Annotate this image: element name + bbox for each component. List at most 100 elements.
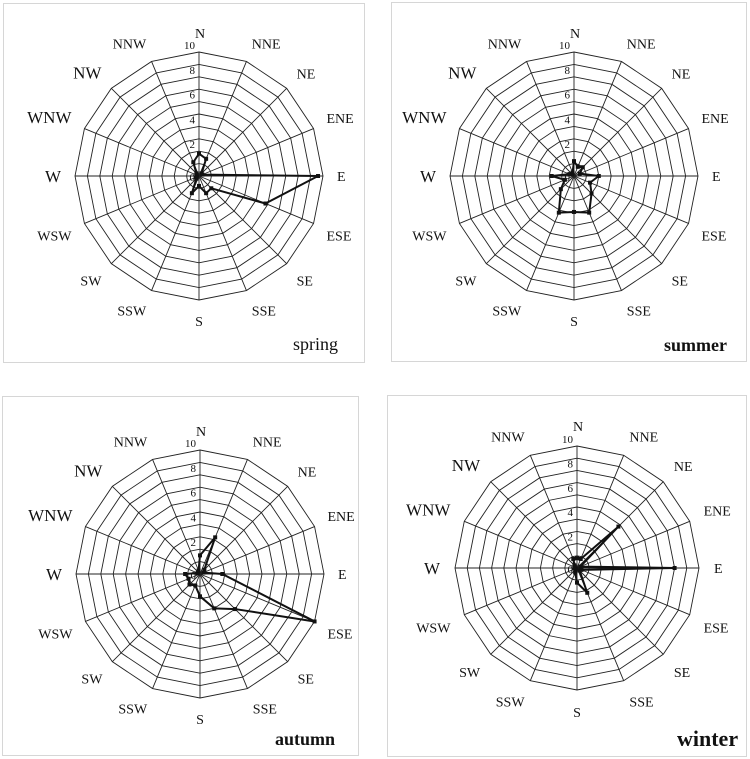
tick-label-10: 10 bbox=[184, 40, 196, 52]
data-point-n bbox=[197, 151, 201, 156]
spoke-wnw bbox=[464, 520, 578, 569]
tick-label-8: 8 bbox=[191, 463, 197, 475]
data-point-ne bbox=[580, 165, 585, 170]
direction-label-n: N bbox=[196, 425, 206, 440]
panel-autumn: 0 2 4 6 8 10 N NNE NE ENE E ESE SE SSE S SSW SW WSW W WNW NW… bbox=[2, 396, 359, 756]
data-point-ene bbox=[578, 564, 583, 569]
tick-label-2: 2 bbox=[568, 532, 574, 544]
tick-label-0: 0 bbox=[565, 172, 571, 184]
radar-chart-spring: 0 2 4 6 8 10N NNE NE ENE E ESE SE SSE S SSW SW WSW W WNW NW… bbox=[27, 27, 354, 330]
direction-label-sse: SSE bbox=[627, 304, 651, 319]
data-point-n bbox=[575, 556, 579, 561]
direction-label-wsw: WSW bbox=[37, 230, 72, 245]
direction-label-ene: ENE bbox=[702, 112, 729, 127]
data-point-ne bbox=[616, 524, 621, 529]
direction-label-ssw: SSW bbox=[118, 702, 148, 717]
data-point-ne bbox=[202, 567, 207, 572]
tick-label-2: 2 bbox=[190, 139, 196, 151]
spoke-ese bbox=[573, 175, 689, 224]
data-point-ssw bbox=[189, 191, 194, 196]
direction-label-w: W bbox=[420, 167, 437, 186]
spoke-sw bbox=[490, 567, 578, 655]
data-point-nnw bbox=[196, 568, 201, 573]
direction-label-ne: NE bbox=[297, 67, 316, 82]
direction-label-ene: ENE bbox=[327, 112, 354, 127]
data-point-e bbox=[220, 572, 225, 576]
data-point-sse bbox=[212, 606, 217, 611]
spoke-nw bbox=[111, 88, 200, 177]
direction-label-nnw: NNW bbox=[113, 38, 147, 53]
direction-label-wnw: WNW bbox=[28, 506, 73, 525]
data-point-ese bbox=[263, 201, 268, 206]
data-point-ssw bbox=[573, 570, 578, 575]
direction-label-se: SE bbox=[297, 274, 313, 289]
direction-label-ese: ESE bbox=[702, 230, 727, 245]
spoke-wsw bbox=[464, 567, 578, 616]
radar-chart-summer: 0 2 4 6 8 10N NNE NE ENE E ESE SE SSE S SSW SW WSW W WNW NW… bbox=[402, 27, 729, 330]
tick-label-8: 8 bbox=[190, 65, 196, 77]
direction-label-w: W bbox=[46, 565, 63, 584]
direction-label-nne: NNE bbox=[252, 38, 281, 53]
direction-label-se: SE bbox=[672, 274, 688, 289]
data-point-ene bbox=[200, 172, 205, 177]
data-point-wsw bbox=[186, 576, 191, 581]
data-point-s bbox=[197, 183, 201, 188]
direction-label-e: E bbox=[714, 562, 723, 577]
direction-label-e: E bbox=[338, 568, 347, 583]
spoke-wsw bbox=[85, 573, 201, 622]
data-point-nne bbox=[575, 164, 580, 169]
spoke-nw bbox=[490, 481, 578, 569]
data-point-se bbox=[209, 186, 214, 191]
data-point-ene bbox=[201, 570, 206, 575]
data-point-ese bbox=[588, 180, 593, 185]
direction-label-sw: SW bbox=[80, 274, 102, 289]
direction-label-sse: SSE bbox=[253, 702, 277, 717]
direction-label-se: SE bbox=[298, 672, 314, 687]
spoke-nnw bbox=[529, 455, 578, 569]
direction-label-e: E bbox=[712, 170, 721, 185]
tick-label-4: 4 bbox=[568, 507, 574, 519]
panel-spring: 0 2 4 6 8 10 N NNE NE ENE E ESE SE SSE S SSW SW WSW W WNW NW… bbox=[3, 3, 365, 363]
direction-label-nne: NNE bbox=[627, 38, 656, 53]
spoke-nnw bbox=[152, 459, 201, 575]
spoke-ene bbox=[199, 526, 315, 575]
spoke-nne bbox=[573, 61, 622, 177]
tick-label-6: 6 bbox=[191, 488, 197, 500]
direction-label-ene: ENE bbox=[704, 505, 731, 520]
direction-label-nne: NNE bbox=[253, 436, 282, 451]
data-point-s bbox=[198, 594, 202, 599]
data-point-e bbox=[316, 174, 321, 178]
spoke-nnw bbox=[526, 61, 575, 177]
tick-label-6: 6 bbox=[190, 90, 196, 102]
data-point-w bbox=[183, 572, 188, 576]
direction-label-n: N bbox=[570, 27, 580, 42]
direction-label-s: S bbox=[573, 706, 581, 721]
spoke-wnw bbox=[459, 128, 575, 177]
data-point-sw bbox=[558, 187, 563, 192]
direction-label-s: S bbox=[195, 315, 203, 330]
data-point-nne bbox=[213, 535, 218, 540]
tick-label-4: 4 bbox=[565, 114, 571, 126]
spoke-ene bbox=[576, 520, 690, 569]
data-point-s bbox=[572, 209, 576, 214]
data-point-ssw bbox=[556, 210, 561, 215]
direction-label-ene: ENE bbox=[328, 510, 355, 525]
direction-label-wsw: WSW bbox=[412, 230, 447, 245]
direction-label-ese: ESE bbox=[704, 621, 729, 636]
spoke-se bbox=[198, 175, 287, 264]
direction-label-sw: SW bbox=[459, 666, 481, 681]
panel-summer: 0 2 4 6 8 10 N NNE NE ENE E ESE SE SSE S SSW SW WSW W WNW NW… bbox=[391, 2, 747, 362]
spoke-ene bbox=[198, 128, 314, 177]
data-point-ene bbox=[577, 171, 582, 176]
direction-label-nw: NW bbox=[73, 63, 102, 82]
data-point-se bbox=[577, 568, 582, 573]
data-point-nne bbox=[204, 156, 209, 161]
tick-label-8: 8 bbox=[568, 458, 574, 470]
direction-label-sse: SSE bbox=[629, 695, 653, 710]
spoke-ese bbox=[199, 573, 315, 622]
tick-label-0: 0 bbox=[191, 570, 197, 582]
direction-label-ne: NE bbox=[672, 67, 691, 82]
spoke-ese bbox=[576, 567, 690, 616]
direction-label-s: S bbox=[196, 713, 204, 728]
direction-label-wsw: WSW bbox=[38, 628, 73, 643]
